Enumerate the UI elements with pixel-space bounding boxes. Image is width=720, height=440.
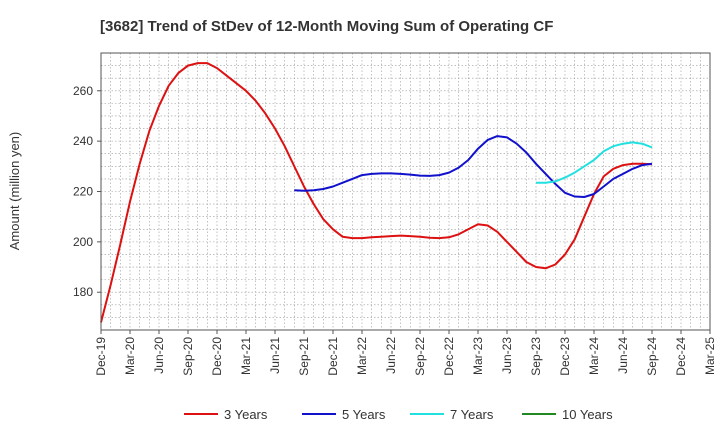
x-tick-label: Mar-22	[355, 337, 369, 375]
x-tick-label: Dec-21	[326, 337, 340, 376]
x-tick-label: Jun-24	[616, 337, 630, 374]
x-tick-label: Jun-23	[500, 337, 514, 374]
x-tick-label: Mar-20	[123, 337, 137, 375]
legend-label: 5 Years	[342, 407, 386, 422]
legend-label: 7 Years	[450, 407, 494, 422]
chart-title: [3682] Trend of StDev of 12-Month Moving…	[100, 18, 553, 35]
x-tick-label: Jun-20	[152, 337, 166, 374]
x-tick-label: Sep-22	[413, 337, 427, 376]
x-tick-label: Dec-19	[94, 337, 108, 376]
y-tick-label: 240	[73, 134, 93, 148]
x-tick-label: Dec-22	[442, 337, 456, 376]
y-tick-label: 200	[73, 235, 93, 249]
x-tick-label: Dec-23	[558, 337, 572, 376]
x-tick-label: Dec-24	[674, 337, 688, 376]
y-axis-label: Amount (million yen)	[7, 132, 22, 251]
x-tick-label: Dec-20	[210, 337, 224, 376]
legend-label: 3 Years	[224, 407, 268, 422]
x-tick-label: Mar-24	[587, 337, 601, 375]
legend: 3 Years 5 Years 7 Years 10 Years	[184, 407, 613, 422]
series-line-5-years	[294, 135, 653, 198]
x-tick-label: Sep-21	[297, 337, 311, 376]
x-tick-label: Mar-23	[471, 337, 485, 375]
series-line-3-years	[100, 62, 653, 323]
x-tick-label: Jun-22	[384, 337, 398, 374]
y-tick-label: 220	[73, 185, 93, 199]
x-tick-label: Sep-20	[181, 337, 195, 376]
y-tick-label: 180	[73, 285, 93, 299]
series-lines	[100, 62, 653, 323]
y-tick-label: 260	[73, 84, 93, 98]
series-line-7-years	[536, 141, 653, 184]
x-tick-label: Mar-21	[239, 337, 253, 375]
legend-label: 10 Years	[562, 407, 613, 422]
x-tick-label: Sep-23	[529, 337, 543, 376]
x-ticks: Dec-19 Mar-20 Jun-20 Sep-20 Dec-20 Mar-21 Jun-…	[94, 330, 717, 376]
grid	[100, 52, 711, 331]
y-ticks: 180 200 220 240 260	[73, 84, 101, 299]
x-tick-label: Mar-25	[703, 337, 717, 375]
x-tick-label: Sep-24	[645, 337, 659, 376]
x-tick-label: Jun-21	[268, 337, 282, 374]
